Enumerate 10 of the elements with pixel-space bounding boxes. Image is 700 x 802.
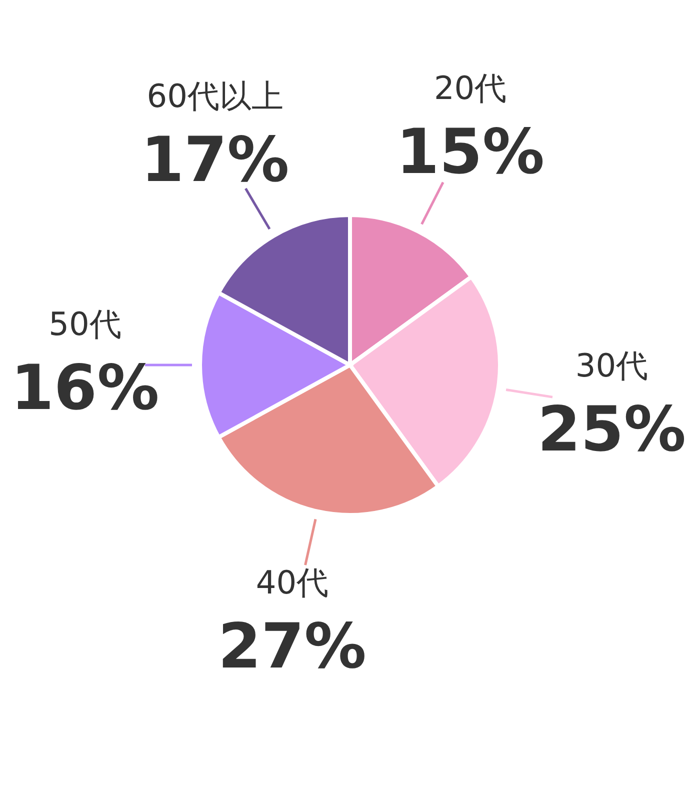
slice-label: 40代 [256,564,329,602]
slice-label: 50代 [48,305,122,343]
data-label: 16% [10,351,160,424]
data-label: 25% [538,392,686,466]
slice-label: 20代 [434,68,507,107]
slice-label: 30代 [575,346,648,384]
slice-label: 60代以上 [146,76,284,115]
data-label: 17% [140,122,290,196]
data-label: 15% [396,114,545,188]
data-label: 27% [218,610,366,683]
